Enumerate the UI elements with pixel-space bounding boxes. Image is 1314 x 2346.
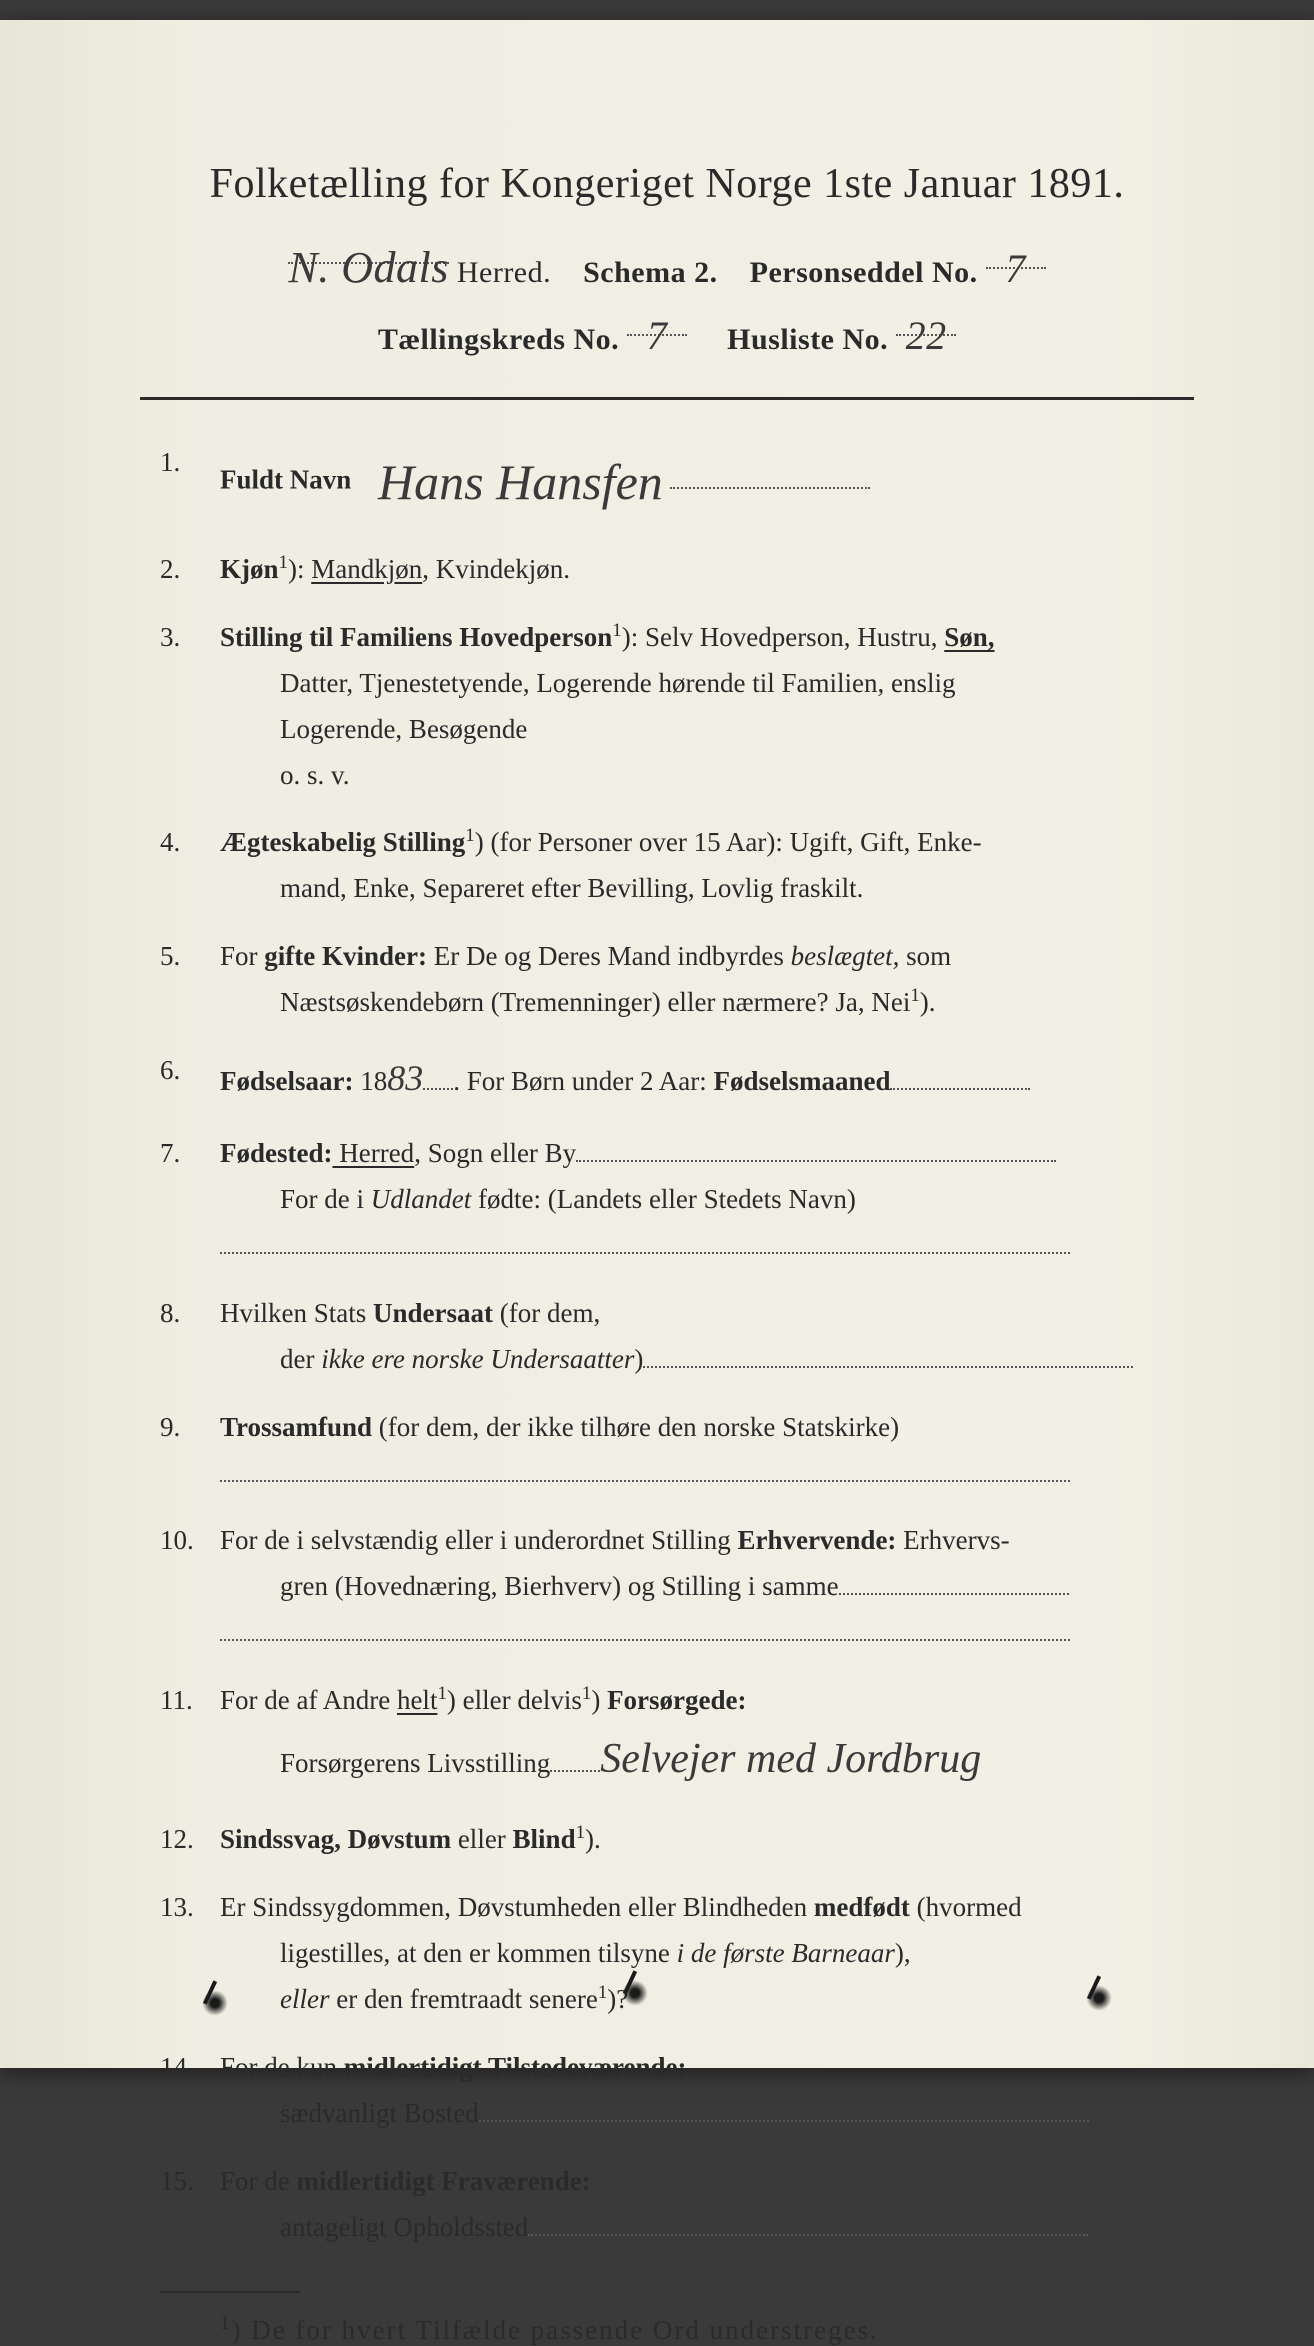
item-num: 3. <box>160 615 220 661</box>
item-label: Fuldt Navn <box>220 465 351 495</box>
item-6: 6. Fødselsaar: 1883. For Børn under 2 Aa… <box>160 1048 1194 1109</box>
husliste-label: Husliste No. <box>727 323 888 356</box>
full-name-value: Hans Hansfen <box>358 440 663 525</box>
item-label: Stilling til Familiens Hovedperson <box>220 622 612 652</box>
personseddel-value: 7 <box>997 233 1034 305</box>
footnote: 1) De for hvert Tilfælde passende Ord un… <box>140 2313 1194 2346</box>
item-num: 8. <box>160 1291 220 1337</box>
item-7: 7. Fødested: Herred, Sogn eller By For d… <box>160 1131 1194 1269</box>
item-1: 1. Fuldt Navn Hans Hansfen <box>160 440 1194 525</box>
form-header: Folketælling for Kongeriget Norge 1ste J… <box>140 160 1194 367</box>
item-11: 11. For de af Andre helt1) eller delvis1… <box>160 1678 1194 1795</box>
footnote-divider <box>160 2291 300 2293</box>
relation-selected: Søn, <box>944 622 994 652</box>
item-label: Kjøn <box>220 554 279 584</box>
item-label: Fødested: <box>220 1138 332 1168</box>
taellingskreds-value: 7 <box>639 300 676 372</box>
footnote-text: ) De for hvert Tilfælde passende Ord und… <box>231 2315 878 2345</box>
ink-mark-icon <box>620 1978 650 2008</box>
item-num: 1. <box>160 440 220 486</box>
item-num: 13. <box>160 1885 220 1931</box>
item-label: Undersaat <box>373 1298 493 1328</box>
item-label: Fødselsaar: <box>220 1066 353 1096</box>
personseddel-label: Personseddel No. <box>750 256 978 289</box>
subheader-line-1: N. Odals Herred. Schema 2. Personseddel … <box>140 228 1194 300</box>
item-15: 15. For de midlertidigt Fraværende: anta… <box>160 2159 1194 2251</box>
item-label: Trossamfund <box>220 1412 372 1442</box>
item-12: 12. Sindssvag, Døvstum eller Blind1). <box>160 1817 1194 1863</box>
item-num: 15. <box>160 2159 220 2205</box>
item-4: 4. Ægteskabelig Stilling1) (for Personer… <box>160 820 1194 912</box>
birthplace-selected: Herred <box>332 1138 414 1168</box>
item-label: Forsørgede: <box>607 1685 746 1715</box>
item-num: 9. <box>160 1405 220 1451</box>
main-title: Folketælling for Kongeriget Norge 1ste J… <box>140 160 1194 208</box>
item-num: 6. <box>160 1048 220 1094</box>
item-num: 12. <box>160 1817 220 1863</box>
herred-label: Herred. <box>457 256 551 289</box>
item-label: midlertidigt Tilstedeværende: <box>344 2052 687 2082</box>
item-10: 10. For de i selvstændig eller i underor… <box>160 1518 1194 1656</box>
item-5: 5. For gifte Kvinder: Er De og Deres Man… <box>160 934 1194 1026</box>
husliste-value: 22 <box>898 300 955 372</box>
sex-selected: Mandkjøn <box>311 554 422 584</box>
item-num: 4. <box>160 820 220 866</box>
item-num: 10. <box>160 1518 220 1564</box>
subheader-line-2: Tællingskreds No. 7 Husliste No. 22 <box>140 300 1194 367</box>
schema-label: Schema 2. <box>583 256 718 289</box>
item-14: 14. For de kun midlertidigt Tilstedevære… <box>160 2045 1194 2137</box>
item-8: 8. Hvilken Stats Undersaat (for dem, der… <box>160 1291 1194 1383</box>
herred-value: N. Odals <box>288 228 448 307</box>
item-num: 11. <box>160 1678 220 1724</box>
census-form-page: Folketælling for Kongeriget Norge 1ste J… <box>0 20 1314 2068</box>
birth-year: 83 <box>387 1058 423 1098</box>
item-2: 2. Kjøn1): Mandkjøn, Kvindekjøn. <box>160 547 1194 593</box>
item-label: Erhvervende: <box>737 1525 896 1555</box>
provider-occupation: Selvejer med Jordbrug <box>600 1724 981 1795</box>
header-divider <box>140 397 1194 400</box>
item-label: midlertidigt Fraværende: <box>297 2166 591 2196</box>
item-num: 5. <box>160 934 220 980</box>
item-9: 9. Trossamfund (for dem, der ikke tilhør… <box>160 1405 1194 1497</box>
form-items: 1. Fuldt Navn Hans Hansfen 2. Kjøn1): Ma… <box>140 440 1194 2251</box>
item-num: 2. <box>160 547 220 593</box>
item-3: 3. Stilling til Familiens Hovedperson1):… <box>160 615 1194 799</box>
ink-mark-icon <box>200 1988 230 2018</box>
ink-mark-icon <box>1084 1983 1114 2013</box>
taellingskreds-label: Tællingskreds No. <box>378 323 619 356</box>
item-num: 7. <box>160 1131 220 1177</box>
item-label: gifte Kvinder: <box>264 941 427 971</box>
item-label: Ægteskabelig Stilling <box>220 827 465 857</box>
item-num: 14. <box>160 2045 220 2091</box>
item-label: medfødt <box>814 1892 910 1922</box>
item-13: 13. Er Sindssygdommen, Døvstumheden elle… <box>160 1885 1194 2023</box>
item-label: Sindssvag, Døvstum <box>220 1824 451 1854</box>
